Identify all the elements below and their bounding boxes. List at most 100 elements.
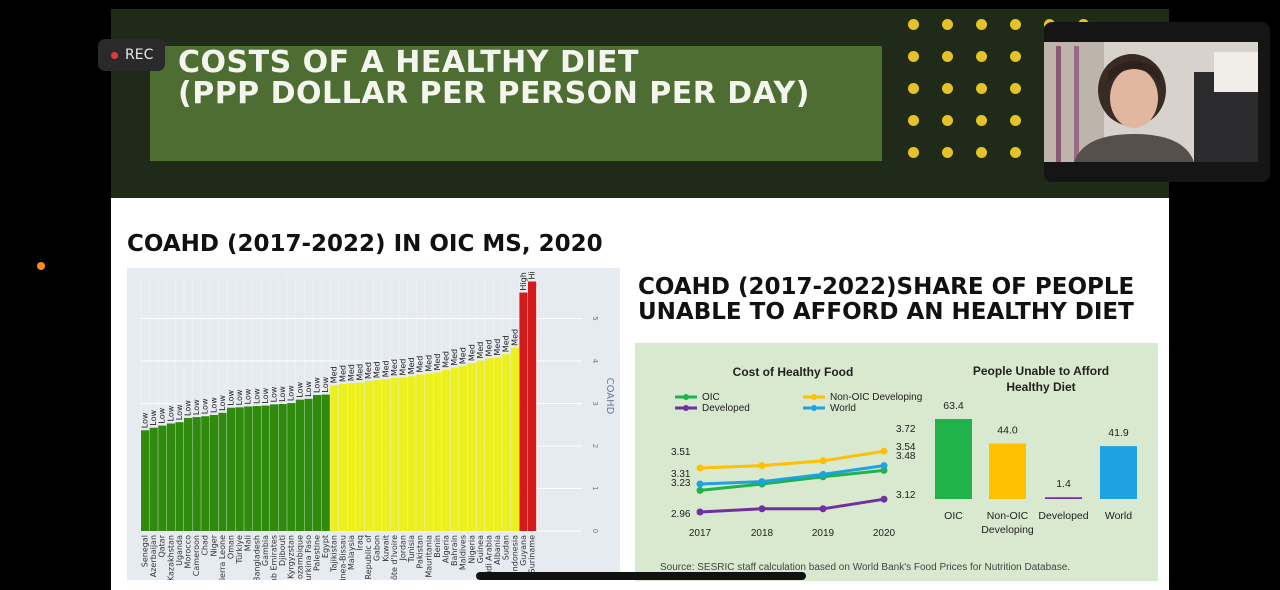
category-tick-label: Egypt <box>321 535 330 558</box>
category-tick-label: Cameroon <box>192 535 201 576</box>
category-tick-label: Bangladesh <box>252 535 261 580</box>
category-tick-label: Malaysia <box>347 535 356 570</box>
bar-value-label: 41.9 <box>1108 427 1129 439</box>
category-tick-label: Burkina Faso <box>304 535 313 580</box>
start-value-label: 2.96 <box>671 509 691 520</box>
bar <box>399 377 408 531</box>
category-tick-label: Senegal <box>141 535 150 567</box>
bar-data-label: Low <box>184 400 193 416</box>
bar-data-label: Med <box>493 339 502 356</box>
bar-data-label: Med <box>338 365 347 382</box>
bar-data-label: Low <box>166 405 175 421</box>
category-tick-label: Côte d'Ivoire <box>389 535 399 580</box>
series-point <box>696 464 704 472</box>
bar <box>485 358 494 531</box>
bar <box>416 374 425 531</box>
category-tick-label: Uganda <box>175 535 184 566</box>
category-tick-label: Mali <box>244 535 253 551</box>
category-tick-label: Nigeria <box>467 535 476 564</box>
series-point <box>696 508 704 516</box>
bar-data-label: Med <box>502 335 511 352</box>
banner-title-line2: (PPP DOLLAR PER PERSON PER DAY) <box>178 76 810 111</box>
bar-data-label: Med <box>424 355 433 372</box>
bar-data-label: Low <box>218 395 227 411</box>
bar <box>330 385 339 531</box>
bar <box>158 425 167 531</box>
bar-value-label: 1.4 <box>1056 478 1071 490</box>
series-point <box>880 447 888 455</box>
bar <box>467 363 476 531</box>
y-tick-label: 3 <box>591 401 599 405</box>
bar-data-label: Low <box>244 388 253 404</box>
bar-category-label: Developed <box>1038 510 1088 522</box>
bar <box>433 372 442 531</box>
series-point <box>758 505 766 513</box>
bar <box>510 347 519 531</box>
bar <box>175 422 184 531</box>
bar <box>270 404 279 531</box>
recording-indicator[interactable]: REC <box>98 39 165 71</box>
decorative-dot <box>1010 19 1021 30</box>
decorative-dot <box>976 19 987 30</box>
horizontal-scrollbar[interactable] <box>476 572 806 580</box>
y-tick-label: 4 <box>591 359 599 364</box>
bar-data-label: Med <box>467 344 476 361</box>
bar-data-label: Low <box>175 404 184 420</box>
decorative-dot <box>908 83 919 94</box>
decorative-dot <box>908 19 919 30</box>
bar <box>381 379 390 531</box>
legend-entry: Non-OIC Developing <box>830 392 922 403</box>
category-tick-label: Kazakhstan <box>166 535 175 580</box>
bar-data-label: Low <box>158 407 167 423</box>
bar-data-label: Med <box>399 359 408 376</box>
bar <box>356 382 365 531</box>
bar-data-label: Med <box>390 359 399 376</box>
bar-data-label: Low <box>313 377 322 393</box>
decorative-dot <box>908 147 919 158</box>
bar-data-label: Med <box>476 342 485 359</box>
bar-data-label: Med <box>459 347 468 364</box>
category-tick-label: Mozambique <box>295 535 304 580</box>
x-tick-label: 2019 <box>812 528 835 539</box>
decorative-dot <box>942 115 953 126</box>
rec-label: REC <box>125 47 154 63</box>
bar <box>192 417 201 531</box>
bar <box>321 394 330 531</box>
bar <box>493 357 502 531</box>
series-line <box>699 497 885 514</box>
bar-data-label: Low <box>270 386 279 402</box>
category-tick-label: Benin <box>433 535 442 558</box>
webcam-thumbnail[interactable] <box>1044 22 1270 182</box>
end-value-label: 3.72 <box>896 424 916 435</box>
bar <box>364 380 373 531</box>
series-line <box>699 468 885 492</box>
start-value-label: 3.23 <box>671 478 691 489</box>
bar-data-label: Med <box>442 351 451 368</box>
category-tick-label: Gambia <box>261 535 270 566</box>
bar-value-label: 44.0 <box>997 424 1018 436</box>
end-value-label: 3.54 <box>896 442 916 453</box>
category-tick-label: Gabon <box>373 535 382 561</box>
bar <box>313 395 322 531</box>
banner-title-line1: COSTS OF A HEALTHY DIET <box>178 45 639 80</box>
series-point <box>758 462 766 470</box>
bar-category-label: Non-OIC <box>987 510 1029 522</box>
bar-data-label: Med <box>330 366 339 383</box>
bar-data-label: Med <box>407 357 416 374</box>
series-point <box>696 486 704 494</box>
left-chart-title: COAHD (2017-2022) IN OIC MS, 2020 <box>127 231 603 257</box>
decorative-dot <box>1010 147 1021 158</box>
category-tick-label: Qatar <box>158 534 167 557</box>
category-tick-label: Niger <box>209 534 218 556</box>
bar <box>476 360 485 531</box>
bar-data-label: Low <box>295 381 304 397</box>
decorative-dot <box>976 51 987 62</box>
category-tick-label: Saudi Arabia <box>485 535 494 580</box>
bar <box>184 417 193 531</box>
right-title-line2: UNABLE TO AFFORD AN HEALTHY DIET <box>638 299 1134 325</box>
bar-data-label: Med <box>433 354 442 371</box>
category-tick-label: Jordan <box>399 535 408 561</box>
bar-data-label: Low <box>287 385 296 401</box>
decorative-dot <box>1010 51 1021 62</box>
bar-data-label: Low <box>141 412 150 428</box>
